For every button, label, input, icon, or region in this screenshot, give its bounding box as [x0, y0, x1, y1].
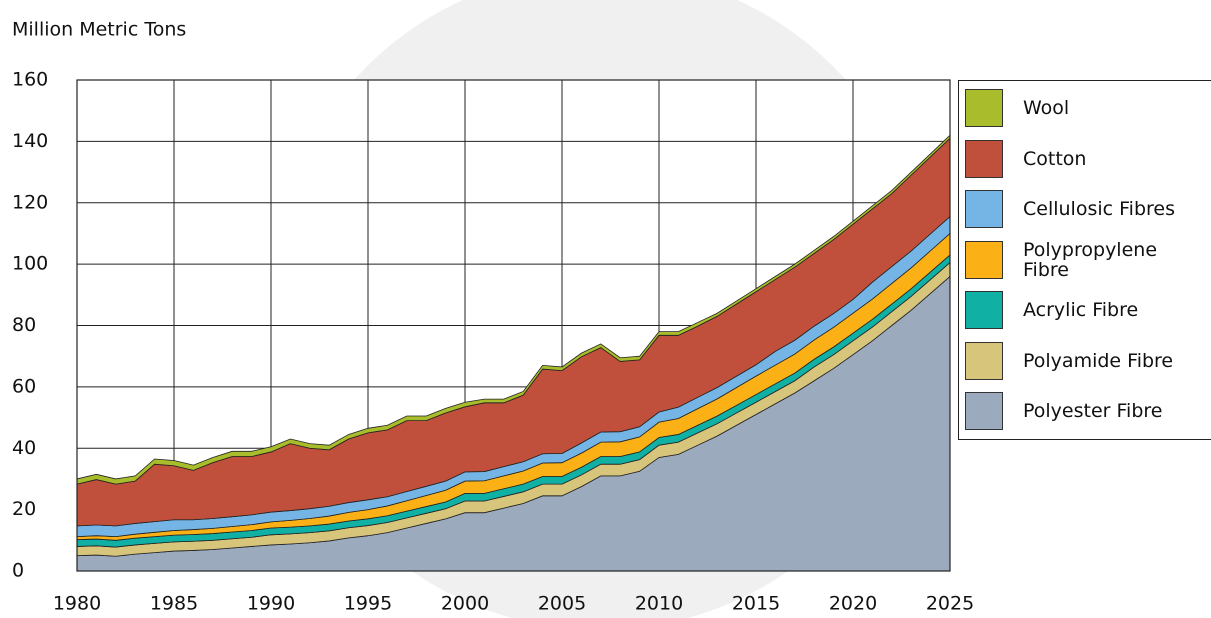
- x-tick-label: 2005: [538, 593, 586, 615]
- legend-swatch: [965, 89, 1003, 127]
- y-tick-label: 40: [12, 437, 36, 459]
- x-tick-label: 2020: [829, 593, 877, 615]
- chart-title: Million Metric Tons: [12, 19, 186, 41]
- legend-swatch: [965, 341, 1003, 380]
- legend-label: Cellulosic Fibres: [1023, 198, 1175, 220]
- x-tick-label: 2015: [732, 593, 780, 615]
- legend-swatch: [965, 190, 1003, 228]
- x-tick-label: 1985: [150, 593, 198, 615]
- y-tick-label: 100: [12, 253, 48, 275]
- legend: Polyester Fibre Polyamide Fibre Acrylic Fi…: [958, 80, 1211, 440]
- legend-item: Polyester Fibre: [965, 390, 1193, 432]
- legend-item: Cellulosic Fibres: [965, 188, 1193, 230]
- legend-swatch: [965, 291, 1003, 329]
- legend-item: Cotton: [965, 138, 1193, 180]
- legend-item: Polyamide Fibre: [965, 340, 1193, 382]
- legend-item: Polypropylene Fibre: [965, 239, 1193, 281]
- x-tick-label: 2010: [635, 593, 683, 615]
- legend-label: Polyester Fibre: [1023, 400, 1163, 422]
- y-tick-label: 20: [12, 498, 36, 520]
- legend-swatch: [965, 240, 1003, 279]
- y-tick-label: 120: [12, 191, 48, 213]
- y-tick-label: 80: [12, 314, 36, 336]
- x-tick-label: 2025: [926, 593, 974, 615]
- y-tick-label: 60: [12, 375, 36, 397]
- y-tick-label: 140: [12, 130, 48, 152]
- legend-label: Polyamide Fibre: [1023, 349, 1174, 372]
- x-tick-label: 1990: [247, 593, 295, 615]
- x-tick-label: 1995: [344, 593, 392, 615]
- legend-swatch: [965, 139, 1003, 178]
- y-tick-label: 160: [12, 69, 48, 91]
- legend-item: Acrylic Fibre: [965, 289, 1193, 331]
- plot-frame: [76, 79, 951, 572]
- y-tick-label: 0: [12, 560, 24, 582]
- x-tick-label: 1980: [53, 593, 101, 615]
- legend-label: Cotton: [1023, 147, 1087, 170]
- legend-swatch: [965, 392, 1003, 430]
- legend-label: Acrylic Fibre: [1023, 299, 1139, 321]
- x-tick-label: 2000: [441, 593, 489, 615]
- legend-item: Wool: [965, 87, 1193, 129]
- legend-label: Wool: [1023, 97, 1070, 119]
- legend-label: Polypropylene Fibre: [1023, 238, 1158, 281]
